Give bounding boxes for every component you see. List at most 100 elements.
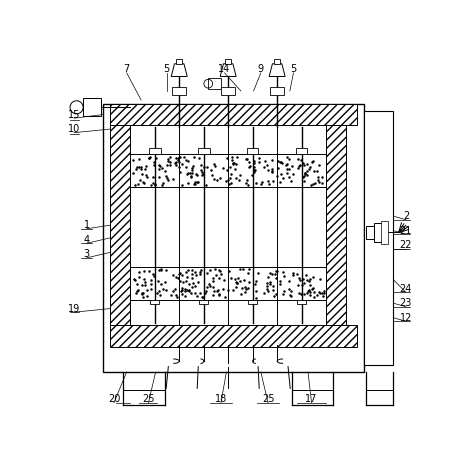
Point [199,293,206,301]
Point [171,285,178,292]
Point [265,287,272,294]
Point [182,156,190,163]
Point [133,163,141,171]
Point [235,176,243,184]
Point [138,171,146,178]
Point [174,157,182,164]
Point [221,293,228,300]
Point [311,167,318,175]
Point [138,289,145,296]
Point [138,281,145,289]
Point [250,163,258,171]
Text: 18: 18 [215,394,227,404]
Point [231,166,239,173]
Point [234,154,241,161]
Point [228,154,236,161]
Point [155,287,163,294]
Bar [296,148,307,154]
Point [223,166,231,174]
Bar [110,104,357,125]
Point [132,181,139,188]
Point [294,164,301,171]
Bar [176,59,182,64]
Point [188,266,196,274]
Point [255,158,263,166]
Bar [199,300,208,304]
Point [178,286,185,293]
Point [266,269,273,277]
Point [187,289,194,297]
Point [164,177,172,184]
Point [147,285,155,293]
Point [280,268,287,276]
Point [220,276,227,284]
Polygon shape [269,64,285,76]
Point [204,283,211,291]
Point [178,284,186,292]
Point [300,177,307,185]
Point [305,287,312,295]
Point [244,181,251,189]
Point [224,154,231,162]
Point [268,168,276,176]
Point [306,165,313,173]
Point [163,286,170,294]
Point [219,285,227,292]
Point [243,155,251,163]
Point [184,157,192,164]
Point [258,179,266,186]
Point [199,171,206,179]
Polygon shape [171,64,187,76]
Bar [297,300,306,304]
Point [181,287,188,295]
Point [227,174,234,182]
Point [174,154,181,162]
Point [287,288,295,295]
Point [153,290,161,297]
Bar [130,154,326,187]
Point [295,162,302,170]
Bar [198,148,210,154]
Point [222,177,230,184]
Point [282,161,290,169]
Point [162,172,169,180]
Point [191,268,198,276]
Point [145,154,153,162]
Point [178,271,186,279]
Point [185,286,193,293]
Point [149,179,157,187]
Text: 4: 4 [84,235,90,244]
Point [283,166,291,173]
Text: 20: 20 [108,394,120,404]
Point [265,177,272,184]
Point [215,267,223,274]
Point [144,286,151,293]
Point [178,160,185,168]
Point [194,178,201,186]
Point [273,268,281,275]
Point [289,271,297,279]
Point [161,167,169,174]
Point [148,276,155,284]
Point [185,280,193,287]
Point [272,290,280,298]
Bar [274,59,281,64]
Point [318,179,325,187]
Point [263,282,271,290]
Point [131,276,139,284]
Point [280,287,287,294]
Point [188,271,196,278]
Point [229,159,236,167]
Point [277,158,284,165]
Point [176,153,184,161]
Point [306,275,313,283]
Point [156,161,163,169]
Point [252,288,259,295]
Point [175,270,183,278]
Point [196,270,204,278]
Point [227,170,235,178]
Point [158,181,166,189]
Point [174,275,182,282]
Point [264,167,272,174]
Point [295,275,303,282]
